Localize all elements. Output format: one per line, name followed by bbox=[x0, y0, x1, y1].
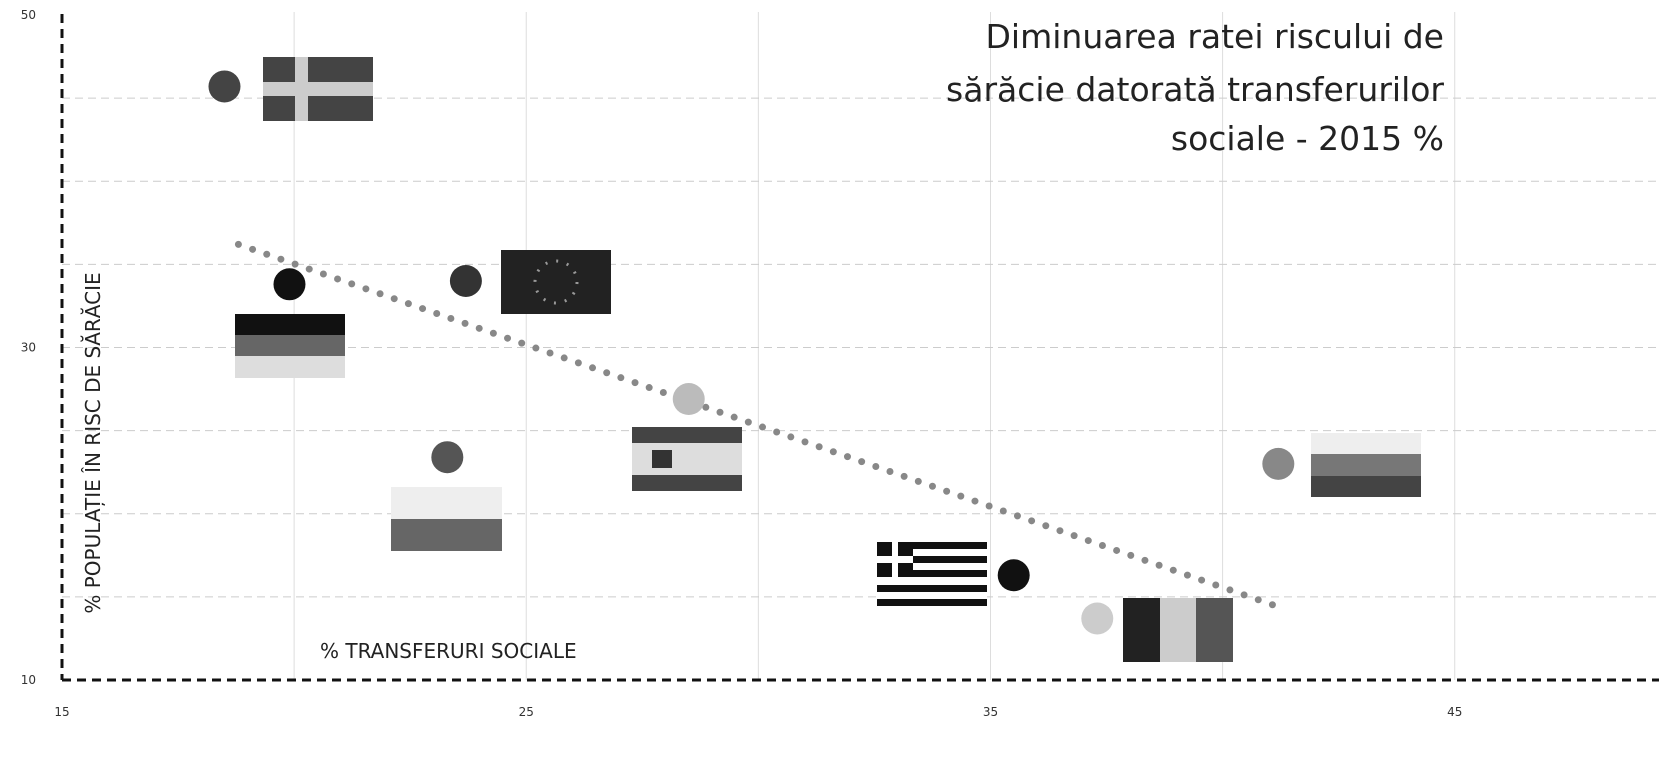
title-line: Diminuarea ratei riscului de bbox=[986, 17, 1444, 56]
point bbox=[208, 70, 241, 103]
point bbox=[672, 383, 705, 416]
x-tick-label: 45 bbox=[1447, 705, 1462, 719]
flag-belgium bbox=[1123, 598, 1233, 662]
y-axis-label: % POPULAȚIE ÎN RISC DE SĂRĂCIE bbox=[81, 272, 105, 613]
flag-russia bbox=[1311, 433, 1421, 497]
point bbox=[431, 441, 464, 474]
flag-sweden bbox=[263, 57, 373, 121]
point bbox=[449, 264, 482, 297]
point bbox=[273, 268, 306, 301]
flag-germany bbox=[235, 314, 345, 378]
title-line: sărăcie datorată transferurilor bbox=[946, 70, 1444, 109]
flag-greece bbox=[877, 542, 987, 606]
trend-line bbox=[234, 240, 1278, 609]
title-line: sociale - 2015 % bbox=[1171, 119, 1444, 158]
flag-eu bbox=[501, 250, 611, 314]
x-tick-label: 15 bbox=[54, 705, 69, 719]
y-tick-label: 50 bbox=[21, 8, 36, 22]
point bbox=[1262, 447, 1295, 480]
y-tick-label: 10 bbox=[21, 673, 36, 687]
y-tick-label: 30 bbox=[21, 340, 36, 354]
x-tick-label: 25 bbox=[519, 705, 534, 719]
flag-spain bbox=[632, 427, 742, 491]
x-tick-label: 35 bbox=[983, 705, 998, 719]
flag-poland bbox=[391, 487, 502, 551]
point bbox=[997, 559, 1030, 592]
x-axis-label: % TRANSFERURI SOCIALE bbox=[320, 639, 577, 663]
point bbox=[1081, 602, 1114, 635]
flags bbox=[235, 57, 1421, 662]
